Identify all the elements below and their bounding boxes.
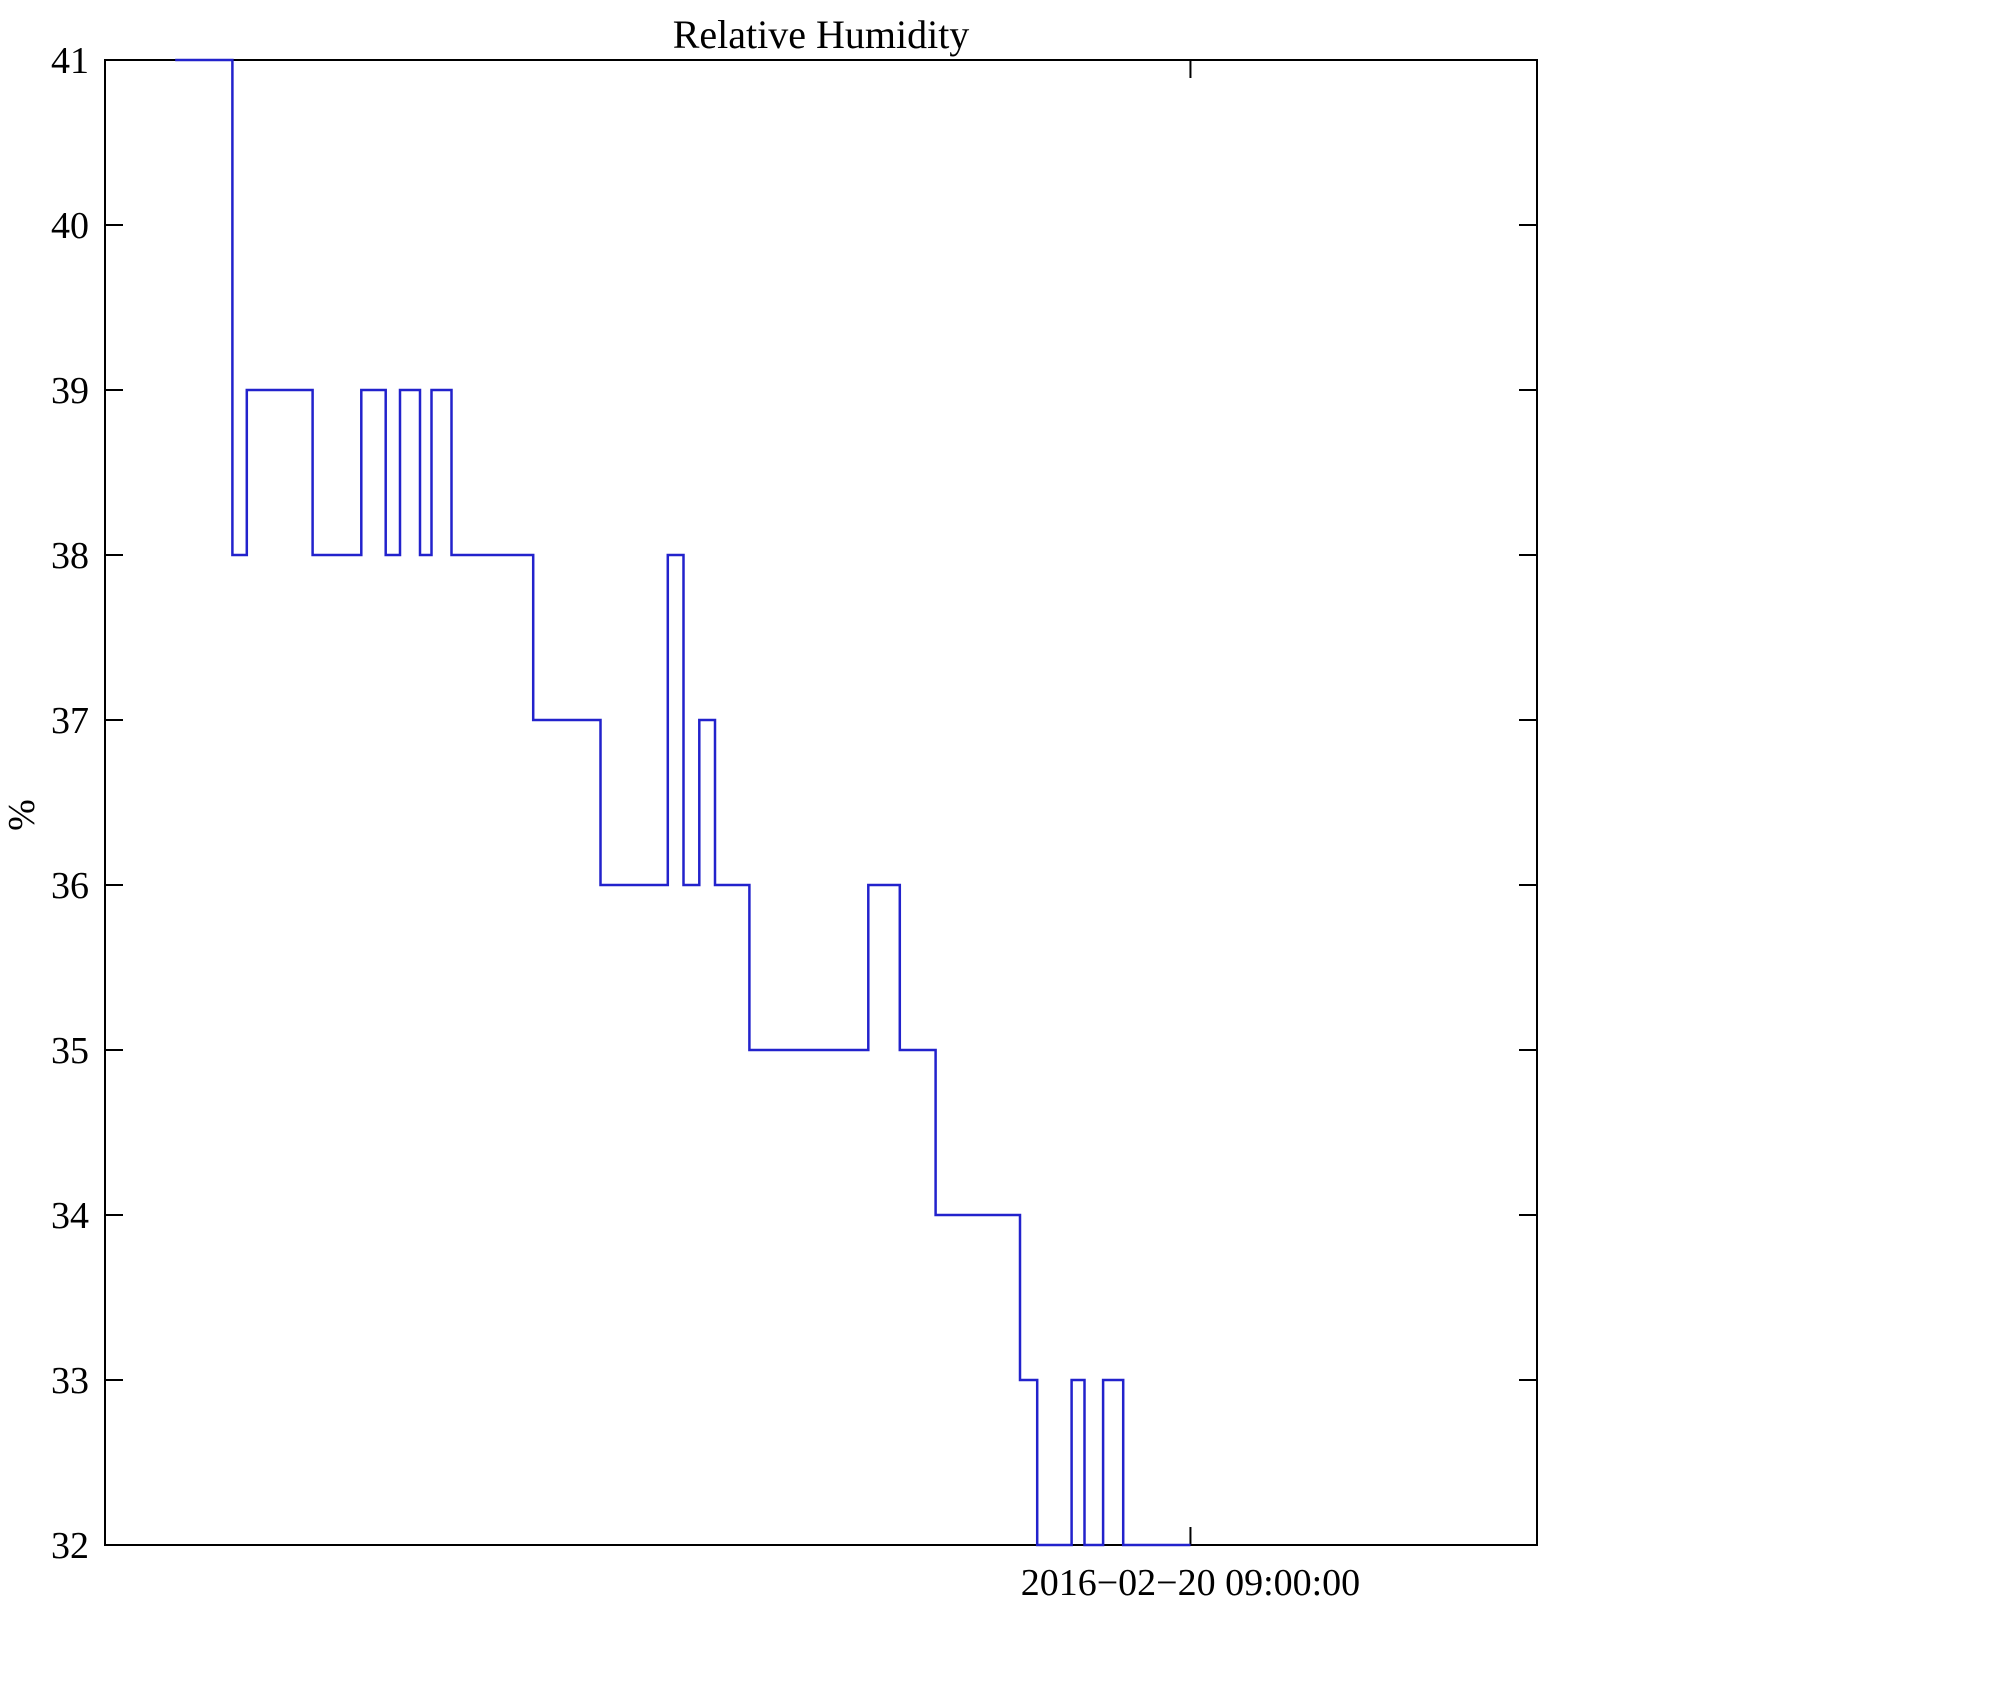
chart-title: Relative Humidity [673, 12, 970, 57]
y-tick-label: 40 [51, 205, 89, 247]
y-tick-label: 33 [51, 1360, 89, 1402]
plot-border [104, 59, 1538, 1546]
y-tick-label: 41 [51, 40, 89, 82]
y-tick-label: 32 [51, 1525, 89, 1567]
y-tick-label: 35 [51, 1030, 89, 1072]
y-tick-label: 34 [51, 1195, 89, 1237]
y-tick-label: 36 [51, 865, 89, 907]
y-tick-label: 38 [51, 535, 89, 577]
y-tick-label: 37 [51, 700, 89, 742]
x-tick-label: 2016−02−20 09:00:00 [1021, 1562, 1360, 1604]
y-axis-label: % [1, 799, 43, 831]
y-tick-label: 39 [51, 370, 89, 412]
humidity-step-line [175, 58, 1191, 1547]
